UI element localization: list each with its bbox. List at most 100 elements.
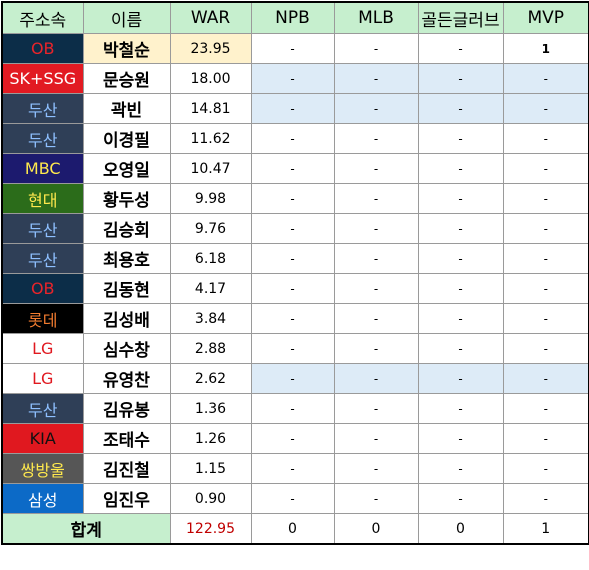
total-mlb: 0 xyxy=(333,513,419,545)
golden-glove-value: - xyxy=(417,453,504,484)
npb-value: - xyxy=(250,483,335,514)
war-value: 11.62 xyxy=(169,123,252,154)
golden-glove-value: - xyxy=(417,303,504,334)
war-value: 10.47 xyxy=(169,153,252,184)
mlb-value: - xyxy=(333,123,419,154)
golden-glove-value: - xyxy=(417,213,504,244)
golden-glove-value: - xyxy=(417,363,504,394)
total-mvp: 1 xyxy=(502,513,589,545)
table-row: 두산 김유봉 1.36- - - - xyxy=(1,393,589,424)
header-name: 이름 xyxy=(82,1,171,34)
mvp-value: - xyxy=(502,303,589,334)
table-row: SK+SSG 문승원 18.00- - - - xyxy=(1,63,589,94)
golden-glove-value: - xyxy=(417,393,504,424)
war-value: 9.76 xyxy=(169,213,252,244)
war-value: 1.15 xyxy=(169,453,252,484)
war-value: 2.62 xyxy=(169,363,252,394)
team-cell: OB xyxy=(1,273,84,304)
npb-value: - xyxy=(250,303,335,334)
team-cell: 현대 xyxy=(1,183,84,214)
npb-value: - xyxy=(250,93,335,124)
golden-glove-value: - xyxy=(417,243,504,274)
mlb-value: - xyxy=(333,333,419,364)
player-name: 최용호 xyxy=(82,243,171,274)
team-cell: 두산 xyxy=(1,213,84,244)
table-body: OB 박철순 23.95- - -1 SK+SSG 문승원 18.00- - - - 두산 곽빈 14.8… xyxy=(1,33,589,514)
table-row: 두산 이경필 11.62- - - - xyxy=(1,123,589,154)
player-name: 임진우 xyxy=(82,483,171,514)
npb-value: - xyxy=(250,273,335,304)
mlb-value: - xyxy=(333,63,419,94)
team-cell: OB xyxy=(1,33,84,64)
mlb-value: - xyxy=(333,453,419,484)
mlb-value: - xyxy=(333,423,419,454)
mvp-value: - xyxy=(502,243,589,274)
table-row: 롯데 김성배 3.84- - - - xyxy=(1,303,589,334)
player-name: 김유봉 xyxy=(82,393,171,424)
total-golden-glove: 0 xyxy=(417,513,504,545)
war-value: 23.95 xyxy=(169,33,252,64)
golden-glove-value: - xyxy=(417,93,504,124)
table-row: OB 김동현 4.17- - - - xyxy=(1,273,589,304)
mlb-value: - xyxy=(333,183,419,214)
golden-glove-value: - xyxy=(417,63,504,94)
team-cell: LG xyxy=(1,333,84,364)
mvp-value: - xyxy=(502,453,589,484)
mvp-value: - xyxy=(502,123,589,154)
npb-value: - xyxy=(250,153,335,184)
npb-value: - xyxy=(250,393,335,424)
mlb-value: - xyxy=(333,393,419,424)
golden-glove-value: - xyxy=(417,33,504,64)
team-cell: 삼성 xyxy=(1,483,84,514)
mlb-value: - xyxy=(333,93,419,124)
war-value: 2.88 xyxy=(169,333,252,364)
mvp-value: - xyxy=(502,483,589,514)
npb-value: - xyxy=(250,363,335,394)
mvp-value: - xyxy=(502,273,589,304)
total-row: 합계 122.95 0 0 0 1 xyxy=(1,513,589,545)
team-cell: 두산 xyxy=(1,93,84,124)
player-name: 곽빈 xyxy=(82,93,171,124)
mvp-value: - xyxy=(502,363,589,394)
mlb-value: - xyxy=(333,273,419,304)
table-row: 두산 최용호 6.18- - - - xyxy=(1,243,589,274)
mlb-value: - xyxy=(333,243,419,274)
player-name: 김승회 xyxy=(82,213,171,244)
npb-value: - xyxy=(250,213,335,244)
table-row: LG 심수창 2.88- - - - xyxy=(1,333,589,364)
golden-glove-value: - xyxy=(417,153,504,184)
mvp-value: - xyxy=(502,333,589,364)
war-value: 4.17 xyxy=(169,273,252,304)
npb-value: - xyxy=(250,33,335,64)
team-cell: 두산 xyxy=(1,123,84,154)
table-row: 두산 김승회 9.76- - - - xyxy=(1,213,589,244)
mvp-value: - xyxy=(502,63,589,94)
war-table: 주소속 이름 WAR NPB MLB 골든글러브 MVP OB 박철순 23.95-… xyxy=(1,1,589,545)
team-cell: SK+SSG xyxy=(1,63,84,94)
war-value: 9.98 xyxy=(169,183,252,214)
team-cell: 두산 xyxy=(1,393,84,424)
mvp-value: - xyxy=(502,93,589,124)
table-row: 현대 황두성 9.98- - - - xyxy=(1,183,589,214)
team-cell: LG xyxy=(1,363,84,394)
mlb-value: - xyxy=(333,363,419,394)
mlb-value: - xyxy=(333,303,419,334)
total-war: 122.95 xyxy=(169,513,252,545)
npb-value: - xyxy=(250,183,335,214)
header-mlb: MLB xyxy=(333,1,419,34)
mvp-value: - xyxy=(502,213,589,244)
war-value: 3.84 xyxy=(169,303,252,334)
mlb-value: - xyxy=(333,213,419,244)
mvp-value: - xyxy=(502,153,589,184)
mlb-value: - xyxy=(333,483,419,514)
header-row: 주소속 이름 WAR NPB MLB 골든글러브 MVP xyxy=(1,1,589,34)
header-team: 주소속 xyxy=(1,1,84,34)
team-cell: 롯데 xyxy=(1,303,84,334)
npb-value: - xyxy=(250,453,335,484)
npb-value: - xyxy=(250,243,335,274)
table-footer: 합계 122.95 0 0 0 1 xyxy=(1,513,589,545)
npb-value: - xyxy=(250,333,335,364)
header-npb: NPB xyxy=(250,1,335,34)
table-row: 쌍방울 김진철 1.15- - - - xyxy=(1,453,589,484)
war-value: 18.00 xyxy=(169,63,252,94)
